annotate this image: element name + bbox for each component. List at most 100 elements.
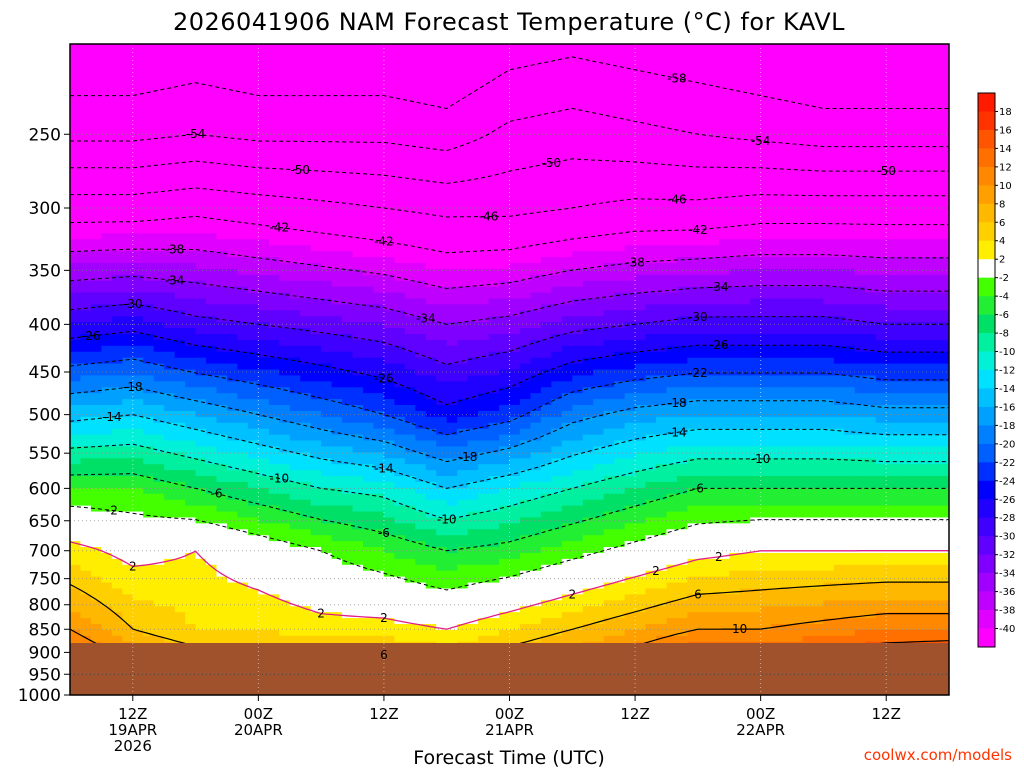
fill-cell: [321, 434, 333, 442]
fill-cell: [478, 618, 490, 625]
fill-cell: [331, 316, 343, 323]
fill-cell: [478, 629, 490, 637]
fill-cell: [101, 262, 113, 270]
fill-cell: [321, 422, 333, 430]
fill-cell: [101, 357, 113, 365]
fill-cell: [394, 594, 406, 601]
fill-cell: [258, 600, 270, 607]
fill-cell: [321, 588, 333, 595]
fill-cell: [352, 73, 364, 81]
fill-cell: [90, 375, 102, 382]
fill-cell: [90, 410, 102, 418]
fill-cell: [519, 470, 532, 477]
fill-cell: [70, 363, 82, 371]
fill-cell: [519, 487, 532, 495]
fill-cell: [164, 582, 176, 590]
fill-cell: [321, 594, 333, 601]
fill-cell: [436, 428, 448, 436]
fill-cell: [425, 186, 437, 193]
fill-cell: [289, 393, 301, 400]
fill-cell: [530, 44, 542, 51]
fill-cell: [122, 529, 134, 536]
fill-cell: [143, 333, 155, 341]
fill-cell: [226, 511, 239, 519]
fill-cell: [321, 73, 333, 81]
fill-cell: [530, 618, 542, 625]
fill-cell: [289, 481, 301, 489]
fill-cell: [363, 274, 375, 282]
fill-cell: [310, 535, 322, 542]
fill-cell: [289, 351, 301, 359]
fill-cell: [143, 594, 155, 601]
fill-cell: [279, 174, 291, 181]
fill-cell: [352, 150, 364, 158]
fill-cell: [415, 523, 427, 530]
fill-cell: [425, 600, 437, 607]
fill-cell: [206, 61, 218, 69]
fill-cell: [509, 203, 521, 211]
fill-cell: [174, 245, 186, 252]
fill-cell: [101, 405, 113, 412]
fill-cell: [425, 452, 437, 459]
fill-cell: [394, 120, 406, 128]
fill-cell: [383, 286, 395, 294]
fill-cell: [457, 191, 469, 199]
fill-cell: [394, 162, 406, 169]
fill-cell: [80, 215, 92, 223]
fill-cell: [258, 227, 270, 234]
fill-cell: [237, 126, 249, 134]
fill-cell: [174, 452, 186, 459]
fill-cell: [478, 357, 490, 365]
fill-cell: [331, 351, 343, 359]
fill-cell: [216, 292, 228, 300]
fill-cell: [164, 209, 176, 217]
fill-cell: [321, 487, 333, 495]
fill-cell: [195, 594, 207, 601]
fill-cell: [499, 446, 511, 453]
fill-cell: [383, 304, 395, 311]
fill-cell: [195, 191, 207, 199]
fill-cell: [310, 470, 322, 477]
fill-cell: [446, 481, 458, 489]
fill-cell: [457, 511, 469, 519]
fill-cell: [415, 505, 427, 513]
fill-cell: [467, 434, 479, 442]
fill-cell: [111, 97, 123, 104]
fill-cell: [488, 339, 500, 347]
fill-cell: [509, 517, 521, 524]
fill-cell: [268, 387, 280, 394]
fill-cell: [331, 162, 343, 169]
fill-cell: [436, 150, 448, 158]
fill-cell: [237, 363, 249, 371]
fill-cell: [226, 399, 239, 406]
fill-cell: [519, 410, 532, 418]
fill-cell: [331, 399, 343, 406]
fill-cell: [321, 369, 333, 377]
fill-cell: [226, 387, 239, 394]
fill-cell: [404, 416, 416, 424]
fill-cell: [247, 304, 259, 311]
fill-cell: [321, 156, 333, 163]
fill-cell: [425, 440, 437, 448]
fill-cell: [446, 363, 458, 371]
fill-cell: [195, 203, 207, 211]
fill-cell: [122, 310, 134, 317]
fill-cell: [164, 570, 176, 578]
fill-cell: [446, 245, 458, 252]
fill-cell: [247, 588, 259, 595]
fill-cell: [436, 576, 448, 584]
fill-cell: [436, 523, 448, 530]
fill-cell: [488, 618, 500, 625]
fill-cell: [300, 547, 312, 554]
fill-cell: [404, 215, 416, 223]
fill-cell: [132, 103, 144, 110]
fill-cell: [111, 168, 123, 175]
fill-cell: [101, 292, 113, 300]
fill-cell: [509, 529, 521, 536]
fill-cell: [132, 458, 144, 465]
fill-cell: [415, 623, 427, 631]
fill-cell: [132, 481, 144, 489]
fill-cell: [519, 405, 532, 412]
fill-cell: [436, 156, 448, 163]
fill-cell: [111, 44, 123, 51]
